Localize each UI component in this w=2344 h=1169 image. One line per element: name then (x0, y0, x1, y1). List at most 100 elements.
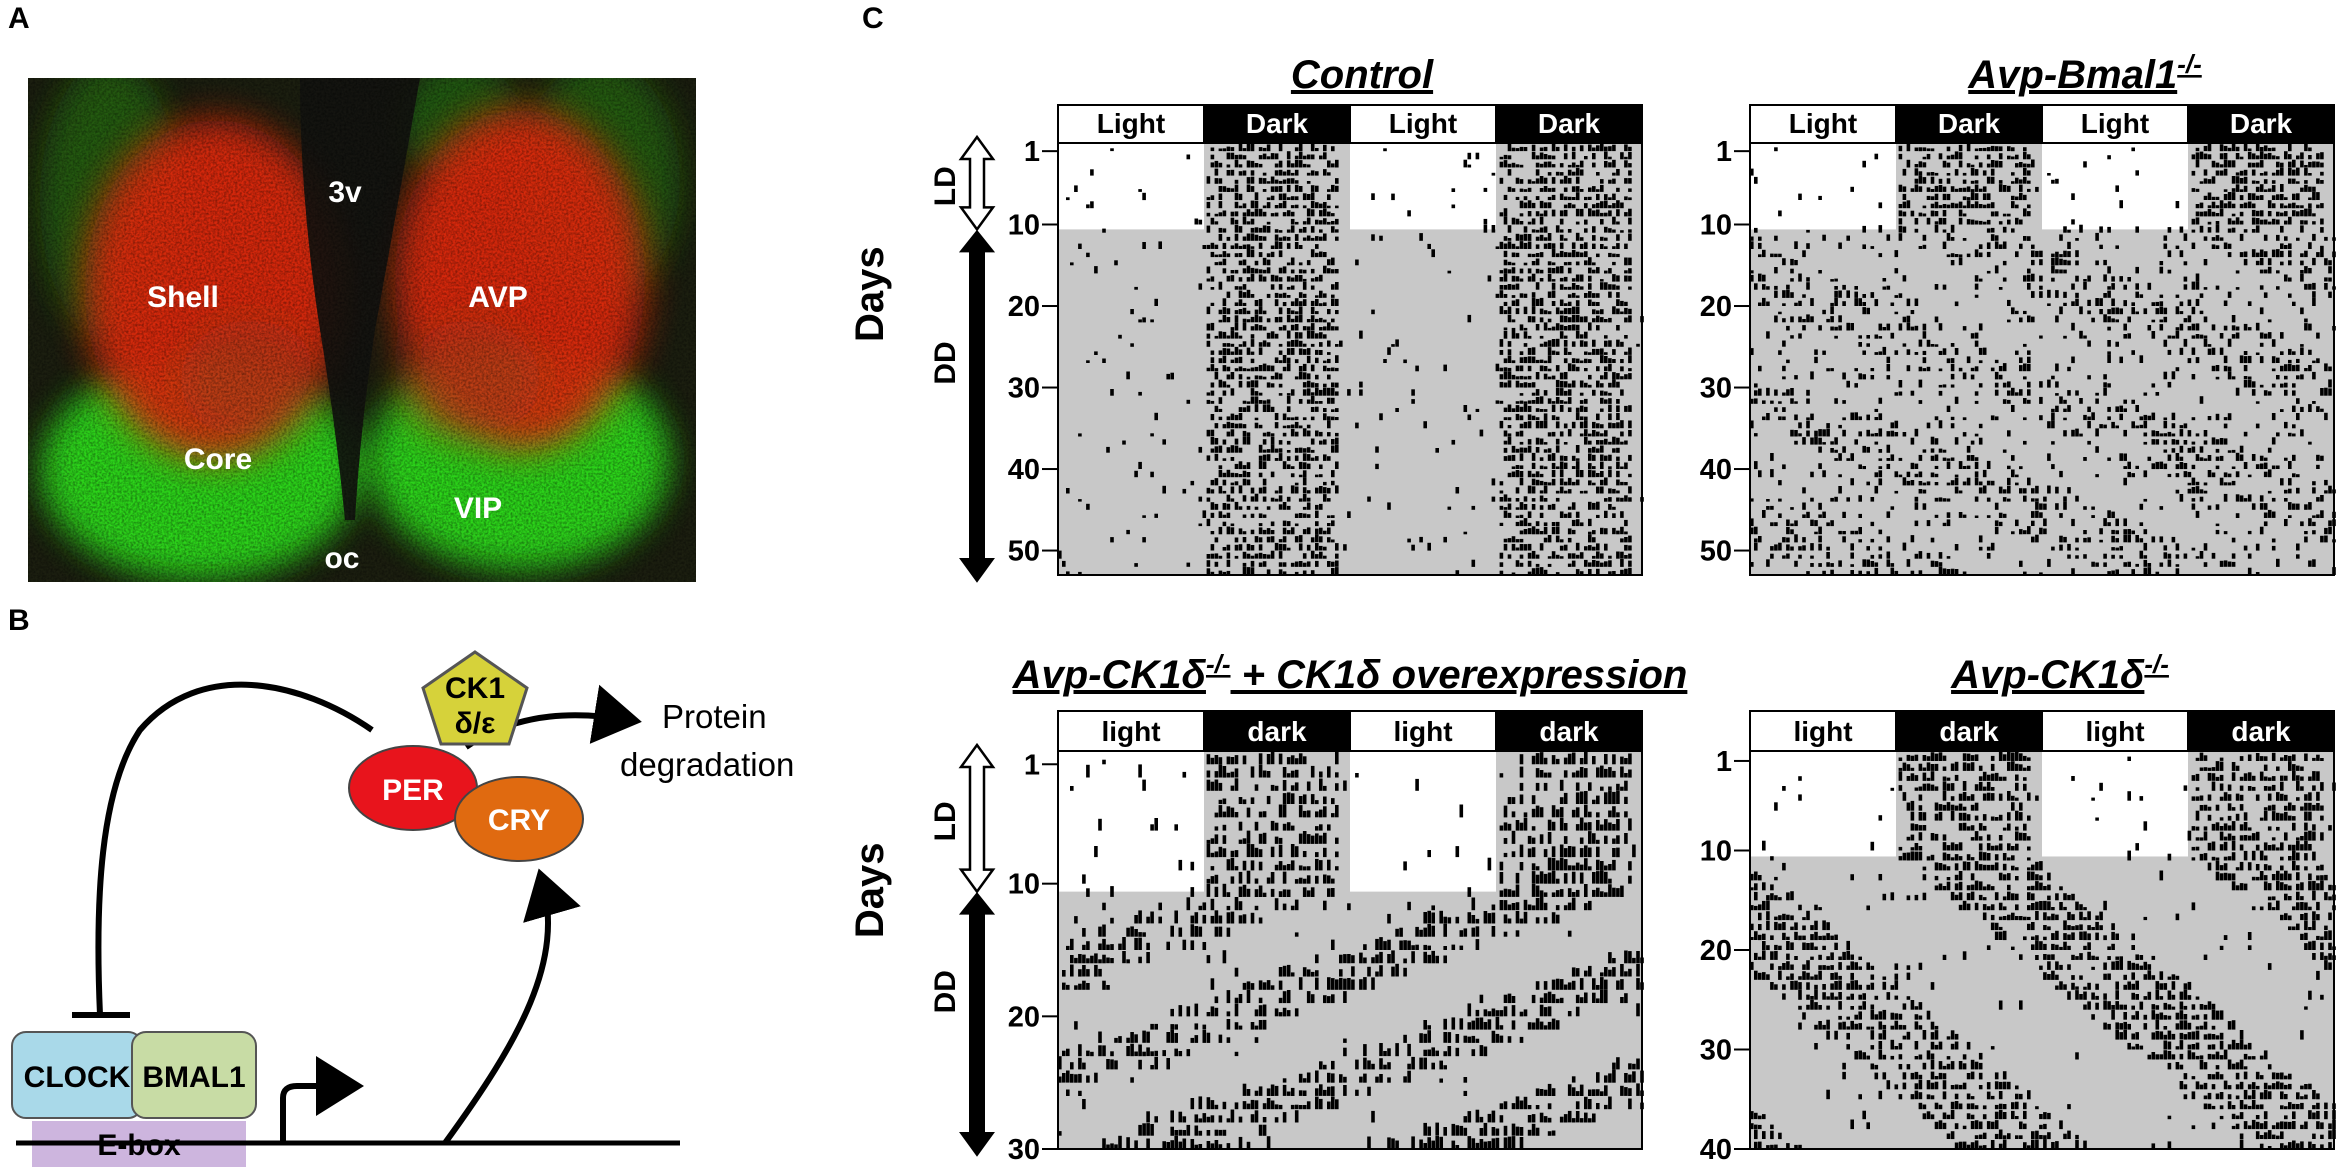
day-tick-label: 20 (1700, 935, 1732, 967)
day-tick-label: 50 (1008, 536, 1040, 568)
ld-label: LD (929, 801, 962, 841)
day-tick-label: 30 (1700, 373, 1732, 405)
translation-arrow (442, 868, 581, 1145)
day-tick-label: 10 (1008, 210, 1040, 242)
bmal1-protein (131, 1031, 257, 1119)
ld-light-region (1058, 143, 1204, 230)
ld-light-region (1750, 751, 1896, 857)
actogram-frame (1057, 750, 1643, 1150)
transcription-start-arrow (280, 1056, 364, 1143)
phase-label: Dark (1938, 108, 2001, 139)
label-oc: oc (324, 542, 359, 575)
dd-arrow (958, 229, 996, 583)
phase-label: dark (1539, 716, 1599, 747)
dd-arrow (958, 892, 996, 1157)
phase-label: dark (2231, 716, 2291, 747)
day-tick-label: 20 (1008, 291, 1040, 323)
dark-phase-box (1495, 710, 1643, 752)
phase-label: light (2085, 716, 2144, 747)
day-tick-label: 40 (1008, 454, 1040, 486)
light-phase-box (1749, 104, 1897, 144)
ld-arrow (958, 134, 996, 232)
phase-label: Dark (1538, 108, 1601, 139)
label-vip: VIP (454, 492, 502, 525)
day-tick-label: 10 (1700, 210, 1732, 242)
activity-marks (1058, 143, 1644, 575)
per-label: PER (382, 774, 444, 807)
phase-label: dark (1939, 716, 1999, 747)
day-tick-label: 1 (1024, 749, 1040, 781)
ld-light-region (2042, 143, 2188, 230)
day-tick-label: 20 (1700, 291, 1732, 323)
actogram-grid: Control Light Dark Light Dark 1 10 20 30 40 50 LD DD… (848, 49, 2336, 1166)
actogram-frame (1057, 142, 1643, 576)
days-axis-title: Days (848, 246, 892, 342)
ld-light-region (1058, 751, 1204, 892)
inhibition-arc (95, 681, 374, 1016)
day-tick-label: 30 (1008, 1134, 1040, 1166)
phase-label: light (1393, 716, 1452, 747)
scn-micrograph (28, 78, 696, 582)
cry-protein (454, 776, 584, 862)
day-tick-label: 10 (1008, 869, 1040, 901)
light-phase-box (1057, 710, 1205, 752)
dark-phase-box (1895, 104, 2043, 144)
actogram-3: Avp-CK1δ-/- + CK1δ overexpression light da… (848, 649, 1687, 1166)
ck1-kinase-pentagon (421, 650, 529, 746)
ld-light-region (1750, 143, 1896, 230)
label-core: Core (184, 443, 252, 476)
dd-label: DD (929, 970, 962, 1013)
day-tick-label: 1 (1716, 746, 1732, 778)
dark-phase-box (1895, 710, 2043, 752)
ld-light-region (2042, 751, 2188, 857)
actogram-4: Avp-CK1δ-/- light dark light dark 1 10 20 30 40 (1700, 649, 2336, 1166)
cry-label: CRY (488, 804, 550, 837)
actogram-frame (1749, 142, 2335, 576)
dd-label: DD (929, 341, 962, 384)
label-shell: Shell (147, 281, 219, 314)
ld-label: LD (929, 166, 962, 206)
day-tick-label: 50 (1700, 536, 1732, 568)
actogram-title: Control (1291, 53, 1434, 97)
actogram-1: Control Light Dark Light Dark 1 10 20 30 40 50 LD DD… (848, 53, 1644, 583)
day-tick-label: 40 (1700, 1134, 1732, 1166)
actogram-title: Avp-Bmal1-/- (1967, 49, 2202, 97)
ld-light-region (1350, 751, 1496, 892)
actogram-title: Avp-CK1δ-/- (1950, 649, 2169, 697)
day-tick-label: 1 (1024, 136, 1040, 168)
bmal1-label: BMAL1 (142, 1061, 245, 1094)
panel-c-letter: C (862, 2, 884, 35)
panel-b-letter: B (8, 604, 30, 637)
phase-label: Light (1389, 108, 1457, 139)
dark-phase-box (1203, 710, 1351, 752)
day-tick-label: 1 (1716, 136, 1732, 168)
phase-label: Dark (2230, 108, 2293, 139)
light-phase-box (1349, 104, 1497, 144)
ck1-label: CK1 (445, 672, 505, 705)
phase-label: Light (2081, 108, 2149, 139)
day-tick-label: 20 (1008, 1001, 1040, 1033)
label-avp: AVP (468, 281, 527, 314)
activity-marks (1750, 143, 2336, 575)
clock-label: CLOCK (24, 1061, 131, 1094)
days-axis-title: Days (848, 842, 892, 938)
phase-label: Light (1789, 108, 1857, 139)
day-tick-label: 40 (1700, 454, 1732, 486)
light-phase-box (1749, 710, 1897, 752)
day-tick-label: 30 (1700, 1035, 1732, 1067)
panel-a-letter: A (8, 2, 30, 35)
phase-label: light (1793, 716, 1852, 747)
micrograph-speckle (28, 78, 696, 582)
label-3v: 3v (328, 176, 362, 209)
ld-arrow (958, 742, 996, 894)
day-tick-label: 30 (1008, 373, 1040, 405)
degradation-label: degradation (620, 746, 794, 783)
day-tick-label: 10 (1700, 836, 1732, 868)
activity-marks (1750, 751, 2336, 1149)
phase-label: light (1101, 716, 1160, 747)
phase-label: Dark (1246, 108, 1309, 139)
actogram-2: Avp-Bmal1-/- Light Dark Light Dark 1 10 20 30 40 5… (1700, 49, 2336, 576)
light-phase-box (2041, 710, 2189, 752)
phase-label: dark (1247, 716, 1307, 747)
protein-label: Protein (662, 698, 767, 735)
